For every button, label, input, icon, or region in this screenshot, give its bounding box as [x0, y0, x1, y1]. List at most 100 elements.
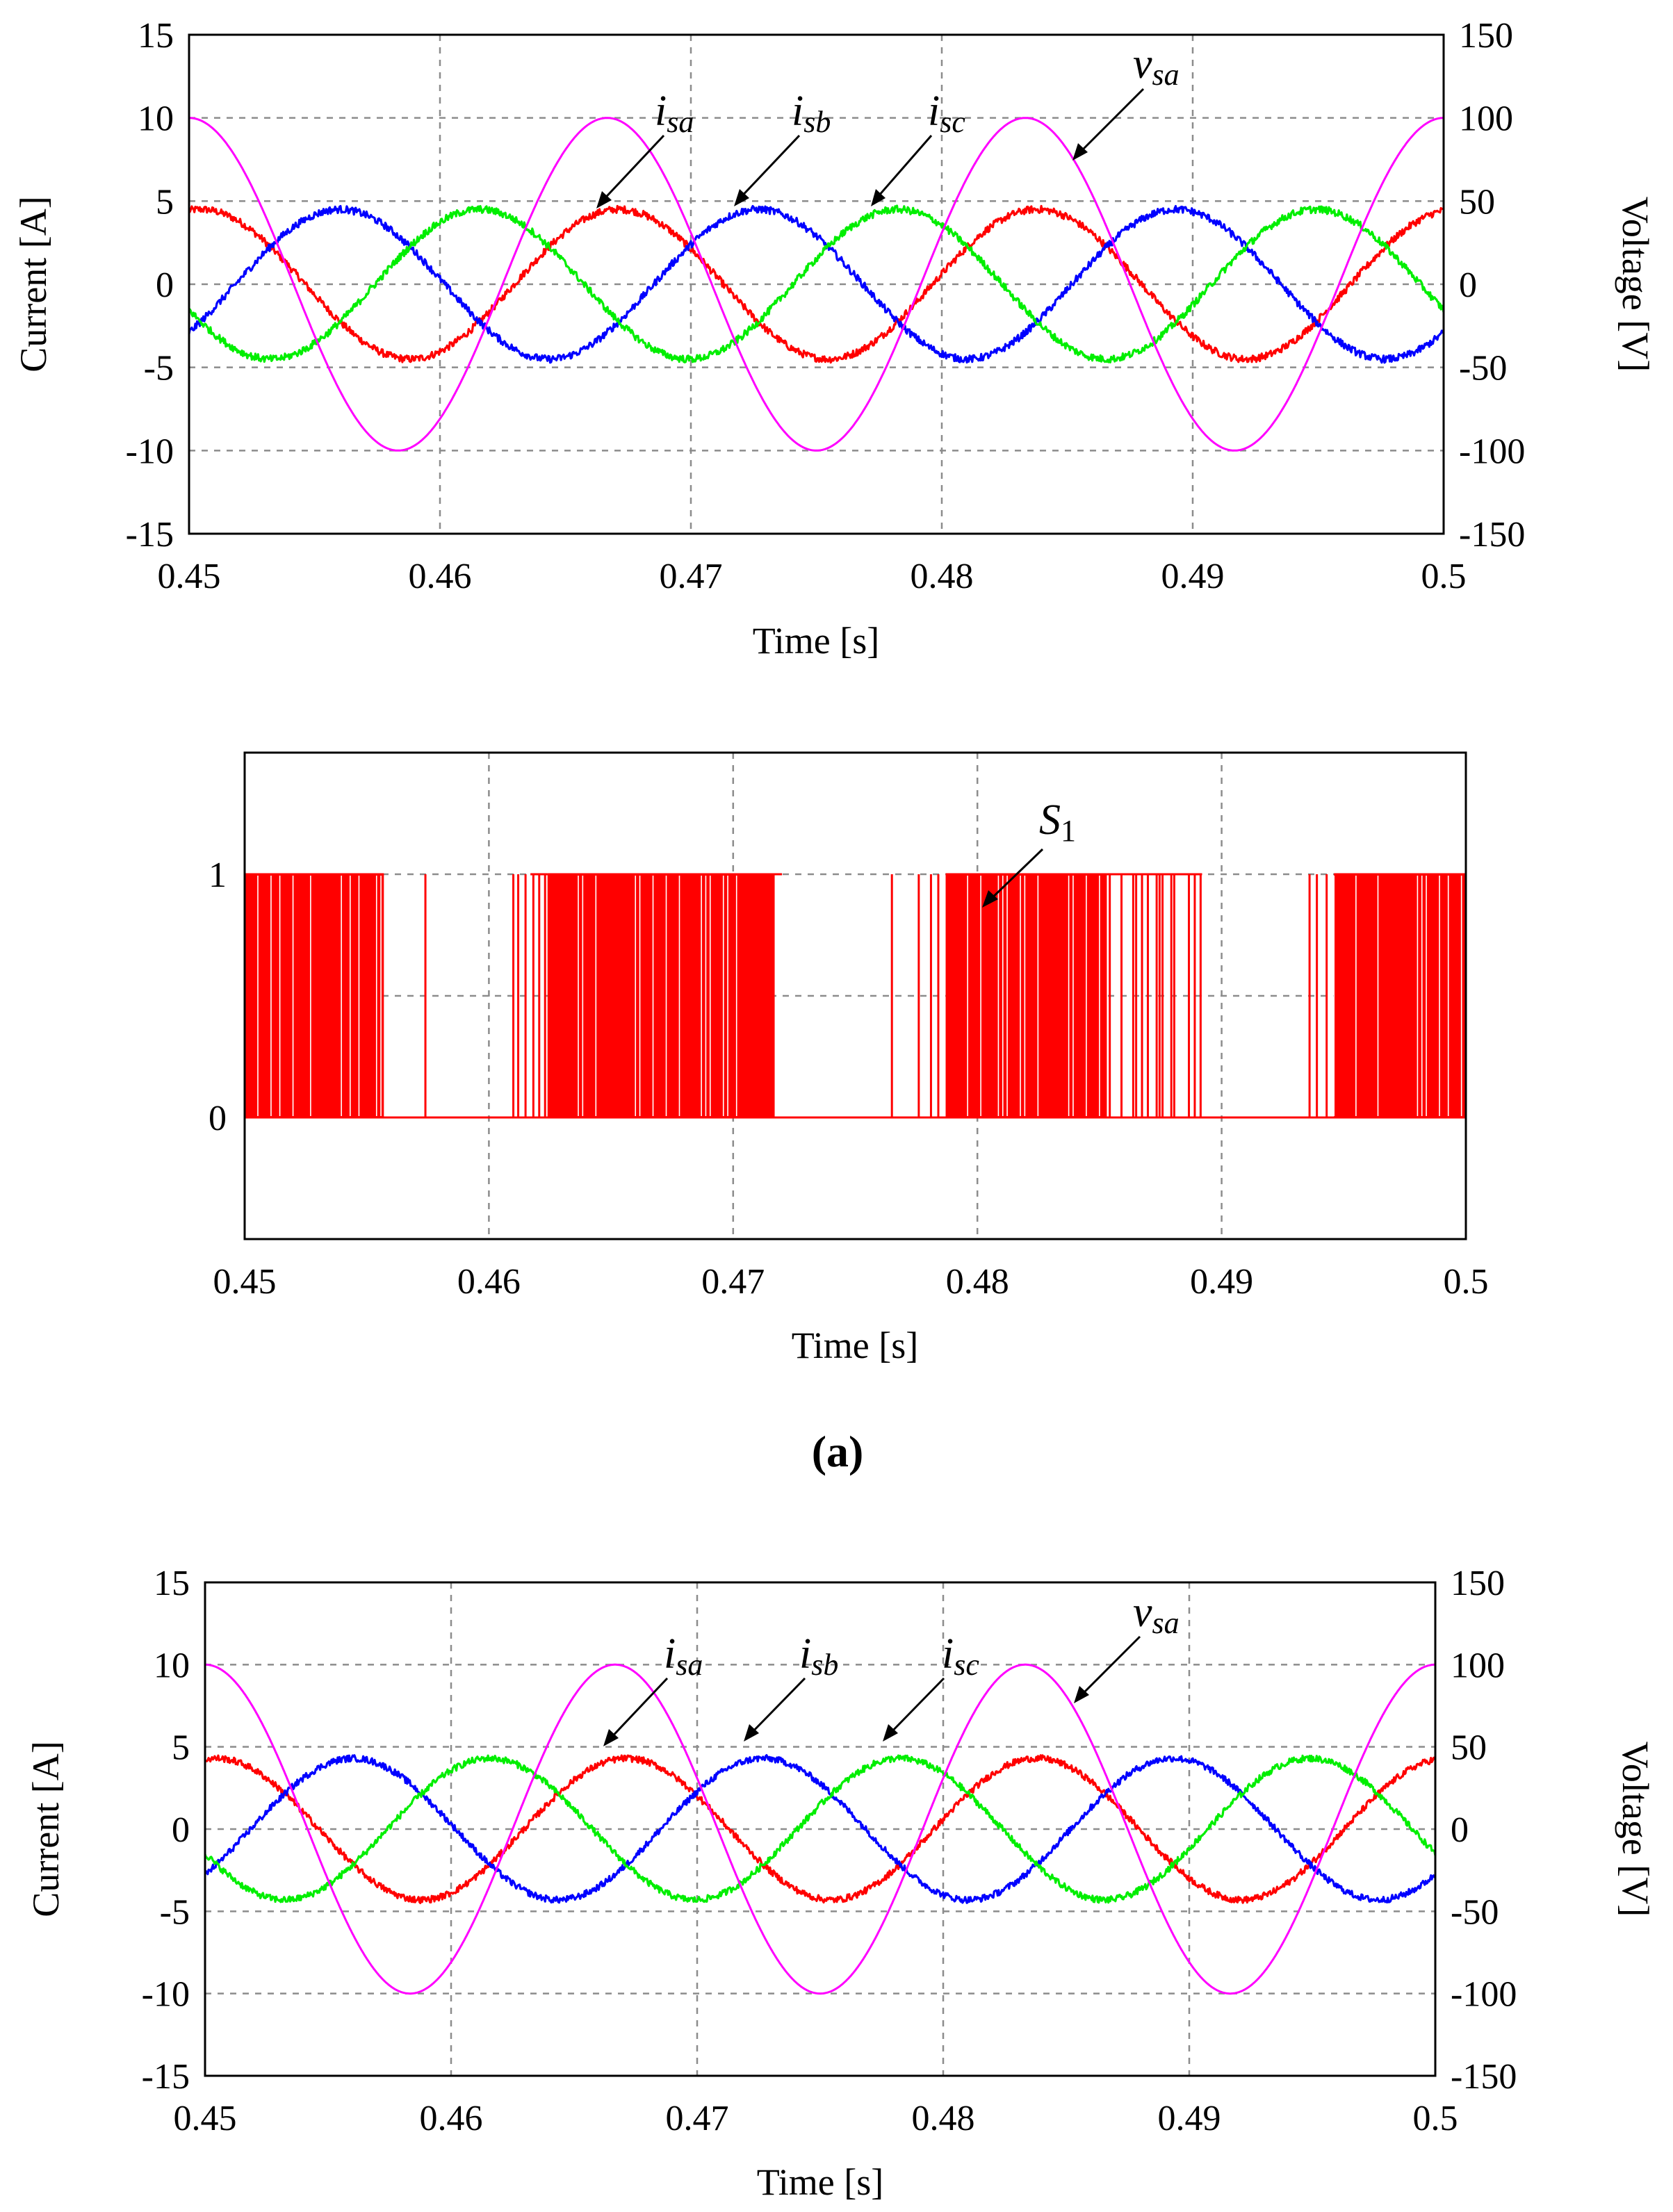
y-tick-label: -5	[160, 1892, 190, 1932]
annotation-isb-arrowhead	[734, 189, 749, 206]
switching-dense-block	[945, 874, 1107, 1117]
chart-top-currents: 0.45 0.46 0.47 0.48 0.49 0.5 15 150 10 100 5 50 0 0 -5…	[13, 16, 1656, 662]
y-tick-label: 5	[172, 1728, 190, 1768]
series-line-vsa	[204, 1663, 1436, 1995]
x-tick-label: 0.48	[911, 557, 974, 596]
annotation-isb-label: isb	[792, 88, 831, 139]
y2-tick-label: 150	[1451, 1564, 1505, 1603]
annotation-isc: isc	[883, 1630, 979, 1742]
y2-tick-label: 50	[1459, 182, 1495, 222]
series-line-isc	[188, 204, 1445, 363]
annotation-isc: isc	[871, 88, 965, 206]
x-axis-label: Time [s]	[757, 2161, 884, 2203]
plot-frame	[243, 751, 1467, 1240]
y2-tick-label: 100	[1451, 1646, 1505, 1685]
subfigure-label: (a)	[812, 1427, 864, 1476]
annotation-s1: S1	[982, 796, 1076, 908]
x-tick-label: 0.46	[409, 557, 472, 596]
x-tick-label: 0.45	[158, 557, 221, 596]
x-tick-label: 0.5	[1413, 2099, 1458, 2138]
y-tick-label: -15	[142, 2057, 190, 2097]
y2-axis-label: Voltage [V]	[1615, 197, 1656, 372]
annotation-isc-arrow	[885, 1677, 945, 1739]
annotation-isa-arrow	[605, 1677, 669, 1744]
x-tick-label: 0.47	[666, 2099, 729, 2138]
y2-tick-label: 50	[1451, 1728, 1487, 1768]
y-tick-label: 10	[154, 1646, 190, 1685]
annotation-isa: isa	[603, 1630, 703, 1746]
annotation-isc-arrowhead	[883, 1724, 898, 1742]
annotation-vsa-arrow	[1076, 1635, 1141, 1701]
series-line-vsa	[188, 117, 1444, 452]
y-tick-label: 10	[138, 99, 174, 139]
x-tick-label: 0.45	[174, 2099, 237, 2138]
y-tick-label: 5	[156, 182, 174, 222]
y2-tick-label: 0	[1459, 265, 1477, 305]
x-tick-label: 0.49	[1161, 557, 1225, 596]
annotation-vsa-arrow	[1075, 88, 1145, 158]
annotation-isa-arrowhead	[603, 1729, 619, 1746]
y2-tick-label: 100	[1459, 99, 1513, 139]
annotation-vsa: vsa	[1072, 40, 1180, 161]
x-tick-label: 0.48	[912, 2099, 975, 2138]
annotation-isc-arrow	[872, 135, 933, 202]
annotation-isb-arrow	[735, 134, 801, 203]
switching-dense-block	[1334, 874, 1466, 1117]
series-S1	[244, 873, 1466, 1119]
chart-bottom-currents: 0.45 0.46 0.47 0.48 0.49 0.5 15 150 10 100 5 50 0 0 -5…	[25, 1564, 1656, 2203]
annotation-s1-arrow	[985, 848, 1044, 905]
y-axis-label: Current [A]	[13, 196, 54, 372]
annotation-s1-arrowhead	[982, 890, 998, 908]
annotation-isb-arrow	[746, 1677, 806, 1739]
annotation-isa-arrowhead	[596, 191, 612, 208]
annotation-vsa-label: vsa	[1133, 1589, 1180, 1640]
y2-tick-label: -100	[1459, 432, 1525, 471]
annotation-vsa-label: vsa	[1133, 40, 1180, 92]
series-line-isb	[204, 1754, 1437, 1904]
x-tick-label: 0.49	[1158, 2099, 1221, 2138]
annotation-isb-arrowhead	[744, 1724, 759, 1742]
chart-switching-signal: 0.45 0.46 0.47 0.48 0.49 0.5 1 0 Time [s] S1	[209, 751, 1489, 1366]
x-tick-label: 0.47	[660, 557, 723, 596]
y2-tick-label: -150	[1451, 2057, 1517, 2097]
y-tick-label: 15	[138, 16, 174, 56]
x-tick-label: 0.5	[1444, 1262, 1489, 1302]
x-tick-label: 0.46	[420, 2099, 483, 2138]
y2-tick-label: -50	[1459, 349, 1507, 388]
x-tick-label: 0.46	[457, 1262, 521, 1302]
annotation-vsa-arrowhead	[1072, 143, 1088, 161]
x-tick-label: 0.48	[946, 1262, 1009, 1302]
annotation-isb: isb	[734, 88, 831, 206]
annotation-s1-label: S1	[1039, 796, 1076, 848]
annotation-isb: isb	[744, 1630, 838, 1742]
x-tick-label: 0.49	[1190, 1262, 1253, 1302]
y2-tick-label: -50	[1451, 1892, 1499, 1932]
series-line-isa	[204, 1754, 1437, 1904]
annotation-isb-label: isb	[799, 1630, 838, 1682]
x-tick-label: 0.45	[213, 1262, 277, 1302]
series-line-isc	[204, 1754, 1437, 1904]
y-tick-label: 15	[154, 1564, 190, 1603]
annotation-vsa-arrowhead	[1074, 1686, 1089, 1703]
y-axis-label: Current [A]	[25, 1741, 67, 1917]
x-tick-label: 0.5	[1421, 557, 1467, 596]
annotation-isc-label: isc	[928, 88, 965, 139]
annotation-vsa: vsa	[1074, 1589, 1180, 1703]
x-axis-label: Time [s]	[792, 1325, 919, 1366]
series-line-isb	[188, 205, 1444, 364]
y-tick-label: 0	[209, 1099, 227, 1138]
y-tick-label: 0	[156, 265, 174, 305]
y2-tick-label: 150	[1459, 16, 1513, 56]
series-line-isa	[188, 204, 1444, 364]
y-tick-label: -15	[126, 515, 174, 555]
annotation-isa-arrow	[598, 134, 665, 206]
x-tick-label: 0.47	[701, 1262, 765, 1302]
y-tick-label: 0	[172, 1810, 190, 1850]
annotation-isc-arrowhead	[871, 189, 886, 206]
annotation-isa: isa	[596, 88, 694, 208]
x-axis-label: Time [s]	[753, 620, 880, 662]
y2-tick-label: -150	[1459, 515, 1525, 555]
annotation-isa-label: isa	[655, 88, 694, 139]
